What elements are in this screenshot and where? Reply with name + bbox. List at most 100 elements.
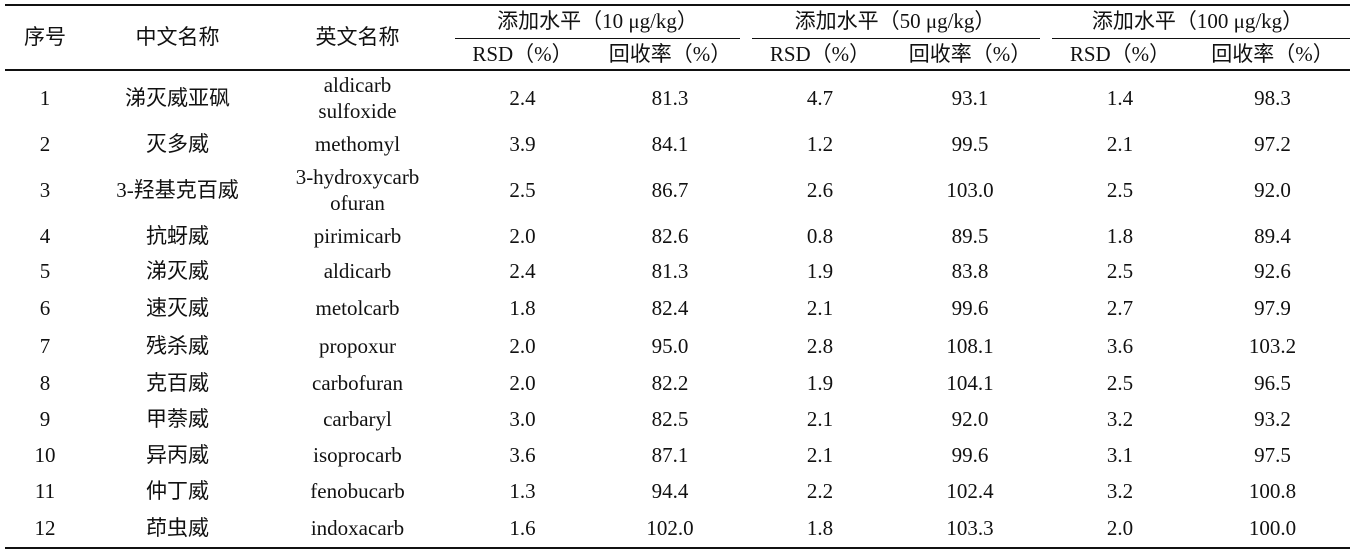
table-cell: 2.5 bbox=[1106, 259, 1134, 283]
table-cell: 3-羟基克百威 bbox=[116, 178, 239, 202]
table-cell: 1.8 bbox=[806, 516, 834, 540]
table-cell: 抗蚜威 bbox=[146, 224, 209, 248]
table-cell: 87.1 bbox=[651, 443, 689, 467]
table-cell: 6 bbox=[39, 296, 51, 320]
table-cell: 97.9 bbox=[1254, 296, 1291, 320]
table-cell: 86.7 bbox=[651, 178, 689, 202]
table-cell: 89.5 bbox=[951, 224, 989, 248]
table-cell: 1.3 bbox=[509, 479, 536, 503]
table-cell: 3 bbox=[39, 178, 51, 202]
table-cell: 97.5 bbox=[1254, 443, 1291, 467]
table-cell: 98.3 bbox=[1254, 86, 1291, 110]
table-cell: methomyl bbox=[314, 132, 401, 156]
table-cell: 速灭威 bbox=[146, 296, 209, 320]
table-cell: 2.6 bbox=[806, 178, 834, 202]
table-cell: 2.1 bbox=[806, 443, 834, 467]
group-header: 添加水平（100 μg/kg） bbox=[1091, 9, 1304, 33]
table-cell: 2.0 bbox=[509, 334, 536, 358]
table-cell: 2 bbox=[39, 132, 51, 156]
table-cell: 11 bbox=[34, 479, 56, 503]
column-header: 英文名称 bbox=[315, 25, 400, 49]
group-header: 添加水平（10 μg/kg） bbox=[497, 9, 698, 33]
group-rule bbox=[752, 38, 1040, 39]
table-cell: 1.8 bbox=[509, 296, 536, 320]
table-cell: 81.3 bbox=[651, 86, 689, 110]
table-cell: 9 bbox=[39, 407, 51, 431]
table-cell: 涕灭威 bbox=[146, 259, 209, 283]
table-cell: 94.4 bbox=[651, 479, 689, 503]
table-cell: 4 bbox=[39, 224, 51, 248]
header-rule bbox=[5, 69, 1350, 71]
table-cell: 3.6 bbox=[509, 443, 536, 467]
table-cell: 2.7 bbox=[1106, 296, 1134, 320]
bottom-rule bbox=[5, 547, 1350, 549]
table-cell: 82.2 bbox=[651, 371, 689, 395]
table-cell: 3.1 bbox=[1106, 443, 1134, 467]
table-cell: 104.1 bbox=[946, 371, 994, 395]
table-cell: 2.1 bbox=[1106, 132, 1134, 156]
table-cell: 100.8 bbox=[1248, 479, 1297, 503]
table-cell: 108.1 bbox=[946, 334, 994, 358]
table-cell: 茚虫威 bbox=[146, 516, 209, 540]
table-cell: 95.0 bbox=[651, 334, 689, 358]
table-cell: pirimicarb bbox=[313, 224, 402, 248]
table-cell: 2.1 bbox=[806, 296, 834, 320]
table-cell: 灭多威 bbox=[146, 132, 209, 156]
table-cell: 3-hydroxycarb ofuran bbox=[295, 165, 420, 215]
table-cell: 89.4 bbox=[1254, 224, 1291, 248]
column-header: 序号 bbox=[24, 25, 66, 49]
table-cell: 84.1 bbox=[651, 132, 689, 156]
table-cell: 2.0 bbox=[509, 224, 536, 248]
table-cell: 克百威 bbox=[146, 371, 209, 395]
table-cell: 3.2 bbox=[1106, 479, 1134, 503]
table-cell: 3.2 bbox=[1106, 407, 1134, 431]
sub-header: RSD（%） bbox=[1069, 42, 1171, 66]
table-cell: 2.5 bbox=[1106, 178, 1134, 202]
table-cell: 3.9 bbox=[509, 132, 536, 156]
group-rule bbox=[1052, 38, 1350, 39]
group-header: 添加水平（50 μg/kg） bbox=[794, 9, 996, 33]
table-cell: 82.4 bbox=[651, 296, 689, 320]
table-cell: 83.8 bbox=[951, 259, 989, 283]
table-cell: 92.0 bbox=[951, 407, 989, 431]
table-cell: 82.5 bbox=[651, 407, 689, 431]
table-cell: isoprocarb bbox=[313, 443, 402, 467]
table-cell: 100.0 bbox=[1248, 516, 1297, 540]
table-cell: 92.0 bbox=[1254, 178, 1291, 202]
sub-header: RSD（%） bbox=[472, 42, 573, 66]
table-cell: metolcarb bbox=[315, 296, 400, 320]
table-cell: 5 bbox=[39, 259, 51, 283]
table-cell: 异丙威 bbox=[146, 443, 209, 467]
top-rule bbox=[5, 4, 1350, 6]
table-cell: aldicarb bbox=[323, 259, 392, 283]
table-cell: 2.5 bbox=[509, 178, 536, 202]
sub-header: 回收率（%） bbox=[608, 42, 732, 66]
table-cell: propoxur bbox=[319, 334, 396, 358]
table-cell: 82.6 bbox=[651, 224, 689, 248]
table-cell: 1.4 bbox=[1106, 86, 1134, 110]
table-cell: fenobucarb bbox=[310, 479, 405, 503]
group-rule bbox=[455, 38, 740, 39]
table-cell: 1.6 bbox=[509, 516, 536, 540]
table-cell: 仲丁威 bbox=[146, 479, 209, 503]
table-cell: 涕灭威亚砜 bbox=[125, 86, 230, 110]
table-cell: 2.0 bbox=[1106, 516, 1134, 540]
sub-header: RSD（%） bbox=[769, 42, 871, 66]
table-cell: 1.9 bbox=[806, 259, 834, 283]
table-cell: 103.0 bbox=[946, 178, 994, 202]
table-cell: 10 bbox=[34, 443, 56, 467]
table-cell: 2.8 bbox=[806, 334, 834, 358]
table-cell: 3.0 bbox=[509, 407, 536, 431]
table-cell: 2.0 bbox=[509, 371, 536, 395]
table-cell: 102.4 bbox=[946, 479, 994, 503]
table-cell: 97.2 bbox=[1254, 132, 1291, 156]
table-cell: 1.9 bbox=[806, 371, 834, 395]
table-cell: 1.2 bbox=[806, 132, 834, 156]
table-cell: carbaryl bbox=[323, 407, 392, 431]
table-cell: 81.3 bbox=[651, 259, 689, 283]
table-cell: 3.6 bbox=[1106, 334, 1134, 358]
table-cell: 12 bbox=[34, 516, 56, 540]
table-cell: 1 bbox=[39, 86, 51, 110]
table-cell: aldicarb sulfoxide bbox=[318, 73, 397, 123]
